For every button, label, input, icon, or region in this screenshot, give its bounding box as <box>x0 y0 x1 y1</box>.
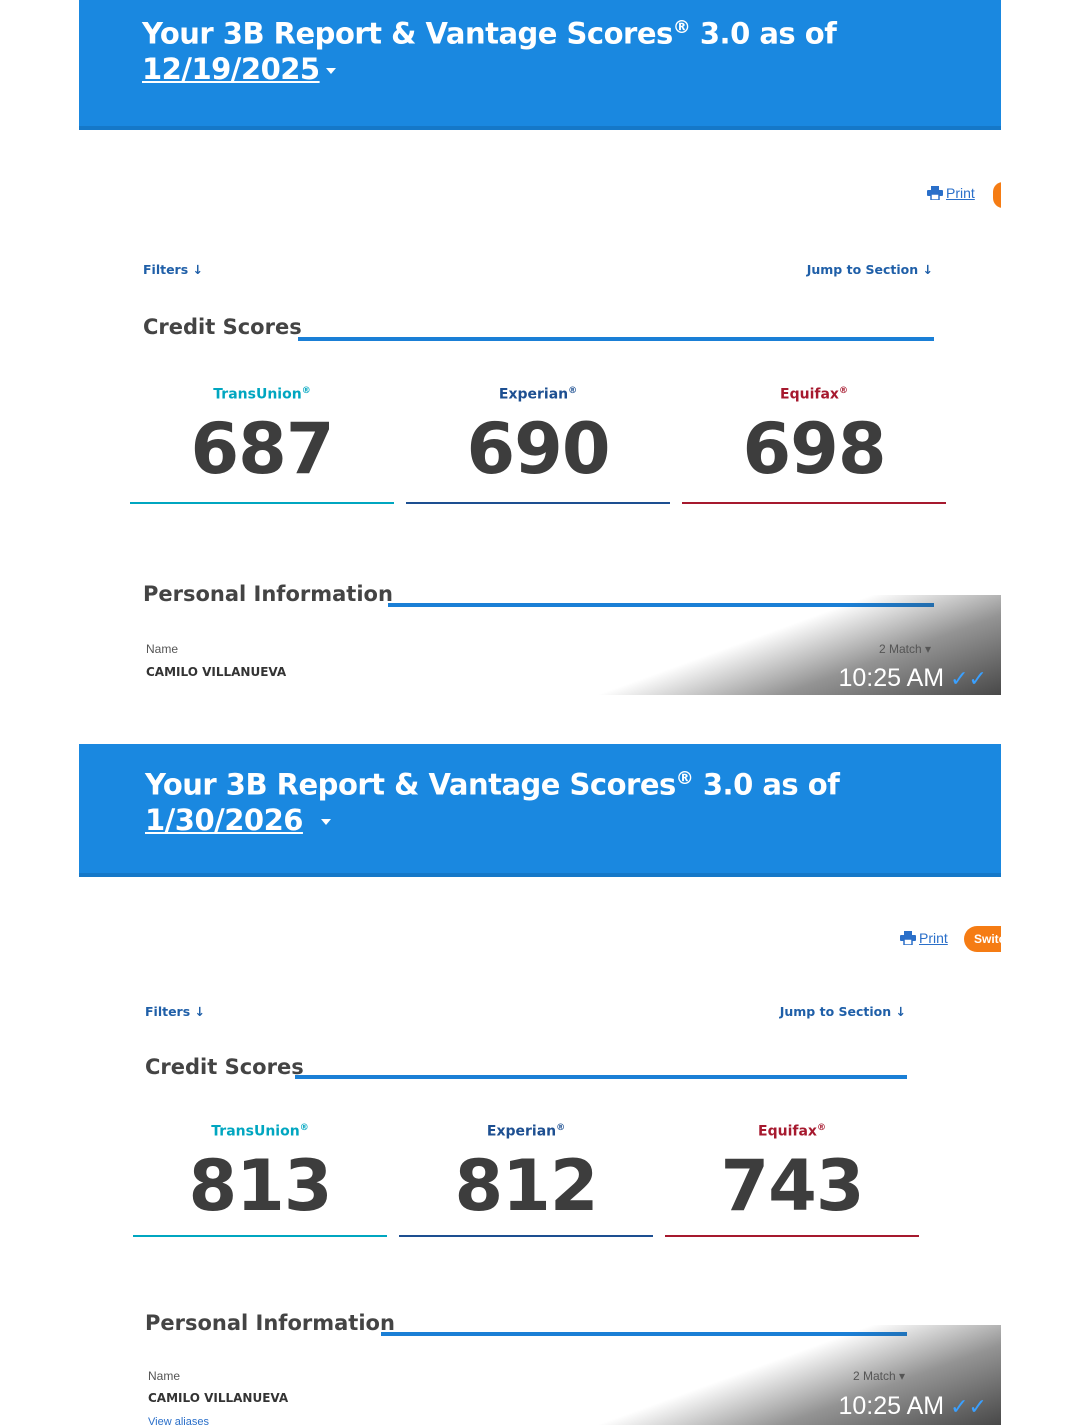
double-check-icon: ✓✓ <box>950 1393 987 1419</box>
switch-button[interactable]: Switc <box>964 926 1001 952</box>
registered-mark: ® <box>672 17 691 38</box>
message-timestamp: 10:25 AM ✓✓ <box>838 664 987 693</box>
print-label: Print <box>919 930 948 946</box>
title-text: Your 3B Report & Vantage Scores <box>145 767 676 802</box>
caret-down-icon[interactable] <box>325 67 336 74</box>
arrow-down-icon: ↓ <box>895 1004 906 1019</box>
experian-score: 812 <box>454 1145 598 1227</box>
title-text: Your 3B Report & Vantage Scores <box>142 16 673 51</box>
printer-icon <box>900 931 916 945</box>
equifax-underline <box>665 1235 919 1237</box>
personal-info-heading: Personal Information <box>143 582 393 606</box>
registered-mark: ® <box>568 386 578 396</box>
view-aliases-link[interactable]: View aliases <box>148 1416 209 1425</box>
title-suffix: 3.0 as of <box>693 767 840 802</box>
print-link[interactable]: Print <box>927 185 975 201</box>
timestamp-text: 10:25 AM <box>838 1392 945 1420</box>
bureau-name: Experian <box>498 386 569 403</box>
filters-label: Filters <box>143 262 189 277</box>
printer-icon <box>927 186 943 200</box>
registered-mark: ® <box>299 1123 309 1133</box>
arrow-down-icon: ↓ <box>194 1004 206 1019</box>
transunion-score: 687 <box>190 408 334 490</box>
match-dropdown[interactable]: 2 Match ▾ <box>852 1369 905 1383</box>
name-label: Name <box>146 642 179 656</box>
arrow-down-icon: ↓ <box>192 262 204 277</box>
jump-label: Jump to Section <box>806 262 919 277</box>
report-title: Your 3B Report & Vantage Scores® 3.0 as … <box>145 761 840 838</box>
registered-mark: ® <box>556 1123 566 1133</box>
registered-mark: ® <box>838 386 848 396</box>
report-header <box>79 0 1001 130</box>
registered-mark: ® <box>675 768 694 789</box>
report-date: 12/19/2025 <box>142 51 320 86</box>
section-divider <box>298 337 934 341</box>
transunion-underline <box>133 1235 387 1237</box>
personal-info-heading: Personal Information <box>145 1311 395 1335</box>
bureau-name: Equifax <box>780 386 839 403</box>
report-date-dropdown[interactable]: 12/19/2025 <box>142 52 320 86</box>
timestamp-text: 10:25 AM <box>838 664 945 692</box>
report-screenshot-2: Your 3B Report & Vantage Scores® 3.0 as … <box>79 744 1001 1425</box>
name-label: Name <box>148 1369 181 1383</box>
experian-label: Experian® <box>399 1123 653 1140</box>
jump-to-section-link[interactable]: Jump to Section ↓ <box>780 1004 906 1019</box>
timestamp-overlay <box>541 595 1001 695</box>
name-value: CAMILO VILLANUEVA <box>146 665 287 679</box>
jump-label: Jump to Section <box>779 1004 892 1019</box>
title-suffix: 3.0 as of <box>690 16 837 51</box>
bureau-name: TransUnion <box>211 1123 300 1140</box>
experian-score: 690 <box>466 408 610 490</box>
equifax-label: Equifax® <box>665 1123 919 1140</box>
double-check-icon: ✓✓ <box>950 665 987 691</box>
name-value: CAMILO VILLANUEVA <box>148 1391 289 1405</box>
timestamp-overlay <box>541 1325 1001 1425</box>
filters-label: Filters <box>145 1004 191 1019</box>
bureau-name: TransUnion <box>213 386 302 403</box>
caret-down-icon[interactable] <box>320 818 331 825</box>
report-date: 1/30/2026 <box>145 802 303 837</box>
registered-mark: ® <box>816 1123 826 1133</box>
experian-label: Experian® <box>406 386 670 403</box>
match-label: 2 Match <box>852 1369 896 1383</box>
credit-scores-heading: Credit Scores <box>145 1055 304 1079</box>
transunion-label: TransUnion® <box>133 1123 387 1140</box>
switch-button[interactable] <box>993 182 1001 208</box>
bureau-name: Equifax <box>758 1123 817 1140</box>
equifax-underline <box>682 502 946 504</box>
transunion-label: TransUnion® <box>130 386 394 403</box>
report-screenshot-1: Your 3B Report & Vantage Scores® 3.0 as … <box>79 0 1001 695</box>
filters-link[interactable]: Filters ↓ <box>145 1004 205 1019</box>
equifax-label: Equifax® <box>682 386 946 403</box>
filters-link[interactable]: Filters ↓ <box>143 262 203 277</box>
section-divider <box>295 1075 907 1079</box>
equifax-score: 698 <box>742 408 886 490</box>
transunion-score: 813 <box>188 1145 332 1227</box>
equifax-score: 743 <box>720 1145 864 1227</box>
bureau-name: Experian <box>486 1123 557 1140</box>
arrow-down-icon: ↓ <box>922 262 933 277</box>
print-label: Print <box>946 185 975 201</box>
print-link[interactable]: Print <box>900 930 948 946</box>
report-header <box>79 744 1001 877</box>
experian-underline <box>399 1235 653 1237</box>
transunion-underline <box>130 502 394 504</box>
message-timestamp: 10:25 AM ✓✓ <box>838 1392 987 1421</box>
experian-underline <box>406 502 670 504</box>
match-label: 2 Match <box>878 642 922 656</box>
registered-mark: ® <box>301 386 311 396</box>
report-date-dropdown[interactable]: 1/30/2026 <box>145 803 303 837</box>
match-dropdown[interactable]: 2 Match ▾ <box>878 642 931 656</box>
report-title: Your 3B Report & Vantage Scores® 3.0 as … <box>142 10 837 87</box>
credit-scores-heading: Credit Scores <box>143 315 302 339</box>
jump-to-section-link[interactable]: Jump to Section ↓ <box>807 262 933 277</box>
